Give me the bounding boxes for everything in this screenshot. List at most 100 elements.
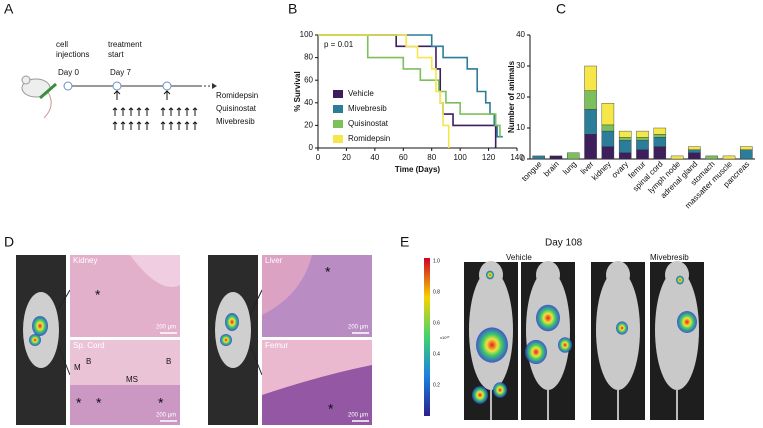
bar-segment <box>584 109 597 135</box>
y-tick-label: 20 <box>516 92 525 101</box>
x-tick-label: 40 <box>370 153 379 162</box>
mouse <box>655 270 699 390</box>
x-axis-label: Time (Days) <box>395 165 441 174</box>
bar-segment <box>740 149 753 160</box>
survival-line <box>318 34 497 148</box>
tissue-label: Femur <box>265 341 288 350</box>
scale-label: 200 µm <box>156 325 176 331</box>
arrow <box>184 107 190 116</box>
scale-label: 200 µm <box>156 413 176 419</box>
arrow <box>136 107 142 116</box>
y-tick-label: 80 <box>304 53 313 62</box>
asterisk: * <box>328 401 334 417</box>
legend-swatch <box>333 105 343 113</box>
legend-swatch <box>333 135 343 143</box>
arrow <box>168 107 174 116</box>
legend-label: Romidepsin <box>348 134 390 143</box>
colorbar-tick: 0.4 <box>433 351 440 357</box>
arrow <box>112 107 118 116</box>
text: Day 7 <box>110 68 131 77</box>
asterisk: * <box>76 395 82 411</box>
arrow <box>144 121 150 130</box>
y-tick-label: 40 <box>516 30 525 39</box>
y-tick-label: 40 <box>304 98 313 107</box>
arrow <box>144 107 150 116</box>
panel-label: D <box>4 234 14 250</box>
panel-a: A cell injections treatment start Day 0 … <box>4 1 258 130</box>
survival-line <box>318 34 450 148</box>
x-tick-label: 120 <box>482 153 496 162</box>
ivis-images <box>464 261 704 420</box>
y-axis-label: % Survival <box>293 71 302 111</box>
connector <box>249 289 263 316</box>
bar-segment <box>584 65 597 91</box>
mouse-tail <box>43 91 52 119</box>
text: Mivebresib <box>216 117 255 126</box>
tissue-label: Liver <box>265 256 283 265</box>
connector <box>57 289 71 311</box>
dosing-arrows <box>112 90 198 130</box>
connector <box>249 344 263 376</box>
signal <box>676 275 684 285</box>
x-tick-label: lung <box>561 160 578 177</box>
signal <box>29 334 41 346</box>
asterisk: * <box>95 287 101 303</box>
arrow <box>176 121 182 130</box>
syringe <box>39 82 57 100</box>
y-tick-label: 30 <box>516 61 525 70</box>
mouse-head <box>606 261 630 289</box>
x-tick-label: 100 <box>453 153 467 162</box>
signal <box>677 311 697 333</box>
signal <box>225 313 239 331</box>
panel-label: B <box>288 1 297 17</box>
arrow <box>160 121 166 130</box>
survival-line <box>318 34 501 137</box>
region-label: M <box>74 363 81 372</box>
bar-segment <box>688 149 701 153</box>
bar-segment <box>653 127 667 135</box>
bar-segment <box>601 146 615 160</box>
group-label: Mivebresib <box>650 253 689 262</box>
y-tick-label: 60 <box>304 75 313 84</box>
timepoint <box>162 81 172 91</box>
colorbar-unit: x10¹⁰ <box>440 335 450 340</box>
x-tick-label: kidney <box>590 160 613 183</box>
signal <box>32 316 48 336</box>
bar-segment <box>653 133 667 138</box>
bar-segment <box>549 155 563 160</box>
histology-region <box>262 255 312 315</box>
region-label: B <box>86 357 91 366</box>
panel-d: D Kidney Sp. Cord Liver Femur M B MS B *… <box>4 234 372 425</box>
bar-segment <box>636 140 649 150</box>
title: Day 108 <box>545 238 583 249</box>
bar-segment <box>653 146 667 160</box>
colorbar-tick: 0.8 <box>433 289 440 295</box>
arrow <box>163 90 171 100</box>
signal <box>525 339 547 365</box>
legend-swatch <box>333 90 343 98</box>
histology-region <box>130 255 180 287</box>
bar-segment <box>584 90 597 110</box>
region-label: B <box>166 357 171 366</box>
text: start <box>108 50 124 59</box>
bar-segment <box>618 152 632 160</box>
annotation: p = 0.01 <box>324 40 354 49</box>
text: Day 0 <box>58 68 79 77</box>
panel-label: E <box>400 234 409 250</box>
arrow <box>112 121 118 130</box>
x-tick-label: 20 <box>342 153 351 162</box>
bar-segment <box>567 152 580 160</box>
mouse-tail <box>617 390 619 420</box>
asterisk: * <box>158 395 164 411</box>
bar-segment <box>584 133 597 160</box>
bar-segment <box>618 130 632 138</box>
timepoint <box>63 81 73 91</box>
histology-region <box>262 365 372 425</box>
colorbar-tick: 0.2 <box>433 382 440 388</box>
scale-label: 200 µm <box>348 325 368 331</box>
bar-segment <box>532 155 545 160</box>
legend-label: Quisinostat <box>348 119 389 128</box>
signal <box>486 270 494 280</box>
legend-swatch <box>333 120 343 128</box>
